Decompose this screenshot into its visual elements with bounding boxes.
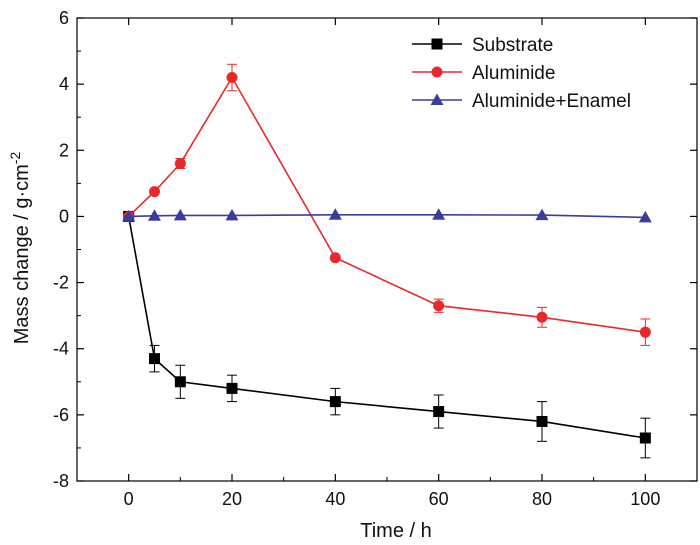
x-axis-title: Time / h xyxy=(360,520,432,542)
x-tick-label: 40 xyxy=(325,489,345,509)
data-point xyxy=(149,353,160,365)
y-tick-label: 0 xyxy=(59,206,69,226)
data-point xyxy=(225,208,239,221)
legend-label: Aluminide+Enamel xyxy=(472,91,631,112)
series-line xyxy=(128,213,646,219)
data-point xyxy=(149,186,160,198)
data-point xyxy=(148,209,161,221)
data-point xyxy=(173,208,187,221)
data-point xyxy=(174,158,186,170)
y-axis-title: Mass change / g·cm xyxy=(11,164,33,344)
legend-entry: Aluminide+Enamel xyxy=(412,91,631,112)
y-tick-label: -8 xyxy=(53,471,69,491)
legend-entry: Substrate xyxy=(412,35,553,56)
data-point xyxy=(432,208,446,220)
legend-label: Substrate xyxy=(472,35,553,56)
svg-text:Mass change / g·cm-2: Mass change / g·cm-2 xyxy=(7,152,33,345)
data-point xyxy=(122,209,136,222)
data-point xyxy=(226,382,238,394)
y-tick-label: 4 xyxy=(59,74,69,94)
series-line xyxy=(127,216,646,439)
data-point xyxy=(536,311,548,323)
y-tick-label: 2 xyxy=(59,140,69,160)
series-group xyxy=(122,208,652,223)
legend-entry: Aluminide xyxy=(412,63,555,84)
y-tick-label: -4 xyxy=(53,339,69,359)
x-tick-label: 0 xyxy=(124,489,134,509)
y-tick-label: -2 xyxy=(53,273,69,293)
data-point xyxy=(639,432,651,444)
legend-label: Aluminide xyxy=(472,63,555,84)
legend-marker xyxy=(431,66,443,78)
data-point xyxy=(226,72,238,84)
legend-marker xyxy=(430,93,444,105)
y-axis-title-superscript: -2 xyxy=(7,152,23,165)
data-point xyxy=(329,396,341,408)
x-tick-label: 60 xyxy=(429,489,449,509)
data-point xyxy=(433,406,445,418)
y-tick-label: -6 xyxy=(53,405,69,425)
data-point xyxy=(639,326,651,338)
x-tick-label: 20 xyxy=(222,489,242,509)
data-point xyxy=(536,415,548,427)
x-tick-label: 80 xyxy=(532,489,552,509)
data-point xyxy=(328,208,342,220)
plot-area-frame xyxy=(76,17,698,482)
series-group xyxy=(123,210,651,459)
data-point xyxy=(433,300,445,312)
y-tick-label: 6 xyxy=(59,8,69,28)
x-tick-label: 100 xyxy=(630,489,660,509)
legend-marker xyxy=(431,38,443,50)
series-line xyxy=(128,75,646,333)
data-point xyxy=(638,210,652,223)
data-point xyxy=(174,376,186,388)
data-point xyxy=(535,208,549,221)
y-axis-title-group: Mass change / g·cm-2 xyxy=(7,152,33,345)
data-point xyxy=(329,252,341,264)
